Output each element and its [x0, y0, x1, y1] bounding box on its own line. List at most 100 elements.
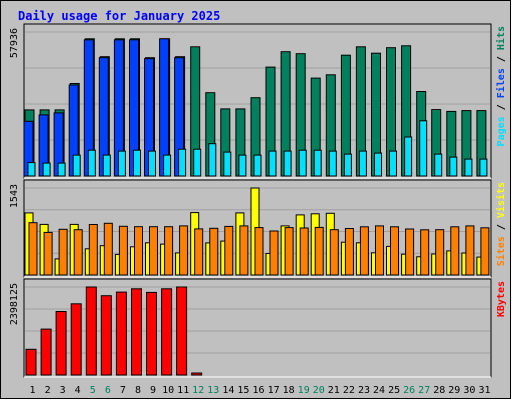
y-max-label: 1543: [9, 184, 20, 208]
y-max-label: 57936: [9, 28, 20, 58]
x-tick-label: 7: [120, 385, 126, 396]
bar-sites-day-25: [390, 226, 399, 276]
bar-sites-day-17: [269, 230, 279, 276]
x-tick-label: 29: [448, 385, 460, 396]
bar-pages-day-23: [358, 150, 367, 177]
bar-pages-day-24: [374, 152, 382, 177]
bar-pages-day-14: [223, 151, 232, 177]
bar-pages-day-26: [404, 136, 413, 177]
bar-sites-day-23: [359, 226, 369, 276]
legend-entry: /: [496, 50, 507, 68]
legend-entry: Visits: [495, 182, 507, 218]
bar-pages-day-25: [389, 150, 397, 177]
legend-entry: Sites: [495, 236, 507, 266]
bar-kbytes-day-1: [25, 348, 37, 376]
y-max-label: 2398125: [9, 283, 20, 325]
bar-kbytes-day-11: [176, 286, 188, 376]
x-tick-label: 30: [463, 385, 475, 396]
x-tick-label: 24: [373, 385, 385, 396]
bar-pages-day-22: [343, 153, 352, 177]
legend-entry: Pages: [496, 116, 507, 146]
x-tick-label: 2: [45, 385, 51, 396]
bar-kbytes-day-2: [40, 328, 52, 376]
legend-entry: Files: [495, 68, 507, 98]
bar-pages-day-10: [163, 154, 172, 177]
bar-kbytes-day-12: [191, 372, 203, 376]
bar-sites-day-7: [118, 225, 128, 276]
bar-sites-day-31: [480, 227, 490, 276]
bar-pages-day-3: [57, 162, 66, 177]
legend-entry: KBytes: [496, 281, 507, 317]
chart-title: Daily usage for January 2025: [18, 9, 220, 23]
bar-pages-day-1: [27, 162, 36, 177]
x-tick-label: 22: [343, 385, 355, 396]
bar-pages-day-2: [42, 162, 51, 177]
x-tick-label: 25: [388, 385, 400, 396]
x-tick-label: 15: [237, 385, 249, 396]
x-tick-label: 8: [135, 385, 141, 396]
bar-sites-day-16: [254, 227, 264, 276]
bar-pages-day-19: [298, 149, 307, 177]
bar-kbytes-day-9: [146, 291, 157, 376]
bar-pages-day-8: [133, 149, 141, 177]
bar-sites-day-19: [299, 227, 309, 276]
x-tick-label: 12: [192, 385, 204, 396]
bar-pages-day-13: [208, 143, 217, 177]
bar-pages-day-21: [328, 150, 337, 177]
bar-sites-day-2: [43, 231, 53, 276]
x-tick-label: 6: [105, 385, 111, 396]
x-tick-label: 5: [90, 385, 96, 396]
hits-files-pages-panel: 57936 Pages / Files / Hits: [9, 23, 507, 179]
bar-pages-day-18: [283, 150, 292, 177]
bar-pages-day-12: [193, 148, 202, 177]
bar-sites-day-11: [179, 225, 189, 276]
bar-sites-day-27: [420, 229, 430, 276]
legend-entry: /: [496, 98, 507, 116]
bar-kbytes-day-6: [100, 295, 112, 376]
bar-pages-day-5: [87, 149, 96, 177]
bar-pages-day-7: [117, 150, 126, 177]
bar-sites-day-24: [375, 225, 384, 276]
bar-sites-day-22: [344, 228, 354, 276]
bar-kbytes-day-10: [161, 288, 173, 376]
x-axis-labels: 1 2 3 4 5 6 7 8 9 10 11 12 13 14 15 16 17 18 19 20 21 22 23 24 2…: [29, 385, 490, 396]
bar-kbytes-day-8: [131, 288, 142, 376]
x-tick-label: 14: [222, 385, 234, 396]
x-tick-label: 10: [162, 385, 174, 396]
kbytes-panel: 2398125 KBytes: [9, 278, 507, 378]
bar-pages-day-16: [253, 154, 262, 177]
bar-pages-day-27: [419, 120, 428, 177]
bar-sites-day-5: [88, 224, 98, 276]
x-tick-label: 1: [29, 385, 35, 396]
x-tick-label: 26: [403, 385, 415, 396]
bar-sites-day-4: [73, 229, 83, 276]
bar-sites-day-8: [134, 226, 143, 276]
bar-sites-day-18: [284, 227, 294, 276]
bar-pages-day-30: [464, 158, 473, 177]
bar-sites-day-30: [465, 225, 475, 276]
x-tick-label: 11: [177, 385, 189, 396]
x-tick-label: 20: [313, 385, 325, 396]
bar-pages-day-6: [102, 154, 111, 177]
bar-sites-day-9: [149, 226, 158, 276]
right-legend: KBytes: [496, 281, 507, 317]
legend-entry: Hits: [495, 26, 507, 50]
right-legend: Sites / Visits: [495, 182, 507, 266]
bar-pages-day-31: [479, 158, 488, 177]
x-tick-label: 19: [298, 385, 310, 396]
bar-sites-day-26: [405, 228, 415, 276]
x-tick-label: 28: [433, 385, 445, 396]
bar-sites-day-28: [435, 229, 445, 276]
bar-sites-day-3: [58, 228, 68, 276]
x-tick-label: 17: [268, 385, 280, 396]
x-tick-label: 18: [283, 385, 295, 396]
bar-sites-day-15: [239, 225, 249, 276]
x-tick-label: 23: [358, 385, 370, 396]
bar-sites-day-12: [194, 228, 204, 276]
bar-sites-day-20: [314, 226, 324, 276]
bar-pages-day-11: [178, 148, 187, 177]
visits-sites-panel: 1543 Sites / Visits: [9, 179, 507, 278]
bar-pages-day-9: [148, 150, 156, 177]
